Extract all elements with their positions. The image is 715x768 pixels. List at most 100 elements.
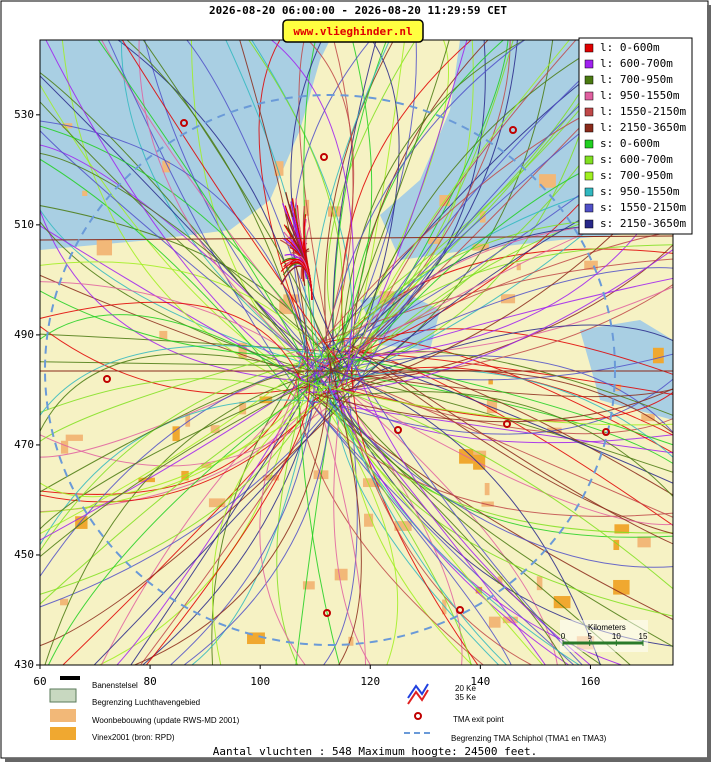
flight-track — [40, 120, 318, 385]
flight-track — [298, 351, 546, 665]
axes: 60 80 100 120 140 160 430 450 470 490 510 530 — [14, 108, 600, 688]
legend-swatch — [584, 219, 594, 229]
flight-track — [330, 267, 673, 375]
flight-track — [308, 392, 632, 665]
urban-area — [614, 524, 630, 534]
legend-swatch — [584, 171, 594, 181]
legend-label: l: 0-600m — [600, 41, 660, 54]
legend-label: s: 2150-3650m — [600, 217, 686, 230]
flight-track — [303, 395, 512, 665]
flight-track — [342, 343, 473, 665]
flight-track — [40, 390, 320, 595]
urban-area — [348, 636, 354, 646]
flight-track — [326, 399, 673, 568]
urban-area — [208, 498, 226, 508]
legend-text: TMA exit point — [453, 715, 504, 724]
flight-track — [333, 348, 533, 665]
urban-area — [274, 161, 284, 176]
flight-track — [332, 40, 377, 393]
legend-text: 20 Ke — [455, 684, 476, 693]
y-tick-label: 490 — [14, 328, 34, 341]
urban-area — [328, 206, 342, 217]
flight-track — [314, 369, 673, 458]
flight-track — [324, 230, 673, 362]
legend-label: s: 1550-2150m — [600, 201, 686, 214]
urban-area — [484, 482, 490, 496]
legend-swatch — [584, 139, 594, 149]
flight-track — [93, 401, 339, 665]
legend-label: l: 1550-2150m — [600, 105, 686, 118]
badge — [282, 19, 424, 43]
flight-track — [319, 365, 601, 665]
urban-area — [473, 454, 486, 470]
flight-track — [298, 40, 338, 374]
flight-track — [40, 125, 349, 394]
flight-track — [259, 388, 306, 665]
y-tick-label: 450 — [14, 548, 34, 561]
legend-label: s: 600-700m — [600, 153, 673, 166]
flight-track — [334, 40, 468, 393]
scale-bar: Kilometers — [560, 620, 648, 652]
urban-area — [539, 174, 556, 188]
urban-area — [472, 243, 489, 251]
flight-track — [40, 152, 346, 371]
flight-track — [345, 40, 511, 367]
urban-area — [185, 413, 191, 427]
y-tick-label: 510 — [14, 218, 34, 231]
flight-track — [107, 40, 298, 390]
scale-tick-label: 5 — [587, 632, 592, 641]
urban-area — [497, 576, 503, 584]
flight-track — [351, 324, 673, 382]
urban-area — [334, 568, 348, 581]
flight-track — [40, 333, 330, 352]
flight-track — [40, 358, 310, 458]
flight-track — [141, 364, 324, 665]
exit-points — [103, 119, 610, 617]
urban-area — [238, 342, 247, 359]
flight-track — [339, 40, 514, 374]
legend-swatch — [584, 59, 594, 69]
urban-area — [613, 539, 620, 551]
urban-area — [159, 330, 168, 340]
urban-area — [488, 379, 493, 385]
flight-track — [40, 144, 319, 363]
flight-track — [40, 101, 303, 346]
flight-track — [315, 381, 603, 665]
flight-track — [332, 40, 450, 365]
urban-area — [652, 347, 664, 364]
urban-area — [641, 413, 655, 422]
flight-track — [40, 354, 320, 535]
flight-track — [116, 381, 311, 665]
legend-text: Banenstelsel — [92, 681, 138, 690]
legend-swatch — [584, 91, 594, 101]
flight-track — [295, 364, 343, 665]
legend-text: Begrenzing Luchthavengebied — [92, 698, 200, 707]
flight-track — [344, 40, 509, 386]
urban-area — [239, 401, 247, 415]
urban-area — [481, 501, 494, 507]
x-tick-label: 140 — [470, 675, 490, 688]
flight-track — [40, 261, 349, 386]
map-area — [40, 40, 673, 665]
flight-track — [341, 40, 526, 346]
y-tick-label: 530 — [14, 108, 34, 121]
tma-boundary — [44, 94, 616, 646]
flight-track — [307, 400, 673, 454]
flight-track — [248, 40, 344, 392]
urban-area — [516, 263, 521, 271]
urban-area — [364, 513, 374, 527]
flight-track — [312, 388, 673, 423]
flight-track — [45, 40, 317, 389]
y-tick-label: 470 — [14, 438, 34, 451]
flight-track — [325, 355, 673, 446]
urban-area — [181, 470, 189, 481]
flight-track — [40, 356, 339, 541]
flight-track — [100, 379, 315, 665]
flight-track — [350, 283, 673, 382]
flight-track — [190, 395, 313, 665]
flight-track — [276, 372, 312, 665]
legend-label: s: 700-950m — [600, 169, 673, 182]
flight-track — [354, 362, 592, 665]
flight-track — [345, 244, 673, 365]
